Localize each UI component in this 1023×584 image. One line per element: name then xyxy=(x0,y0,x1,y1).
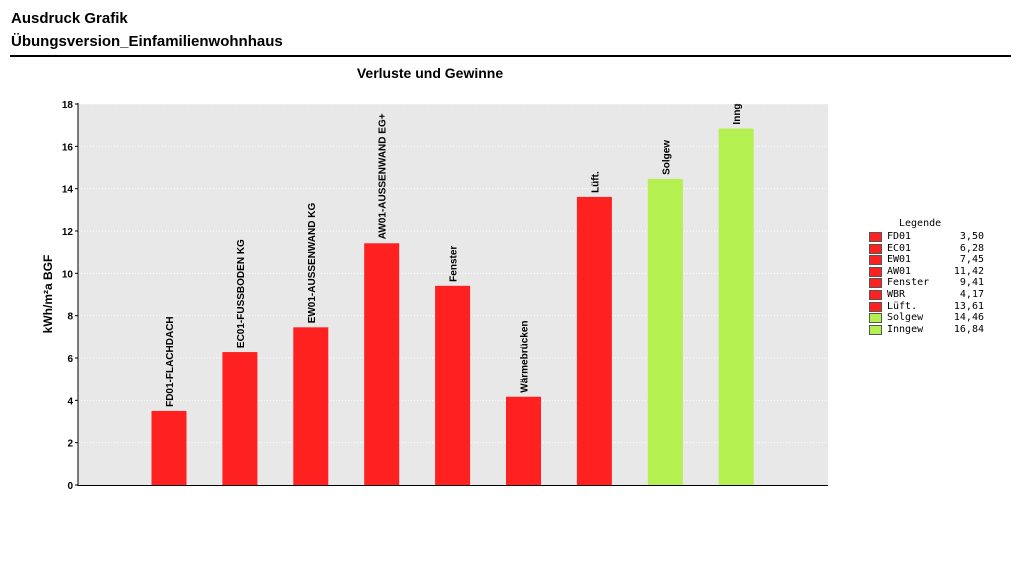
bar-9 xyxy=(718,128,754,485)
bar-7 xyxy=(576,196,612,485)
legend-item-name: Fenster xyxy=(887,277,930,289)
bars: FD01-FLACHDACH EC01-FUSSBODEN KG EW01-AUSS… xyxy=(151,90,754,485)
bar-label: Solgew xyxy=(661,140,672,175)
legend-swatch xyxy=(869,232,882,242)
legend-item-name: Lüft. xyxy=(887,300,918,312)
legend-item: AW01 11,42 xyxy=(866,266,996,278)
legend-item-value: 9,41 xyxy=(959,277,984,289)
legend-item-name: AW01 xyxy=(887,265,912,277)
bar-6 xyxy=(506,396,541,485)
y-tick-label: 12 xyxy=(62,227,74,238)
legend-item: WBR 4,17 xyxy=(866,289,996,301)
legend-item: Inngew 16,84 xyxy=(866,324,996,336)
legend-item-value: 11,42 xyxy=(953,265,984,277)
bar-label: AW01-AUSSENWAND EG+ xyxy=(378,113,389,239)
legend-item-name: Inngew xyxy=(887,323,924,335)
bar-label: Inngew xyxy=(732,90,743,125)
legend-swatch xyxy=(869,301,882,312)
legend-swatch xyxy=(869,266,882,277)
legend-item-name: EC01 xyxy=(887,242,912,254)
y-tick-label: 18 xyxy=(62,100,74,111)
y-axis-ticks: 0 2 4 6 8 10 12 14 16 18 xyxy=(62,100,78,492)
y-tick-label: 8 xyxy=(67,312,73,323)
legend-item: FD01 3,50 xyxy=(866,231,996,243)
legend-item: Fenster 9,41 xyxy=(866,277,996,289)
bar-label: FD01-FLACHDACH xyxy=(165,316,176,407)
legend-swatch xyxy=(869,313,882,324)
bar-label: EW01-AUSSENWAND KG xyxy=(307,203,318,324)
legend-swatch xyxy=(869,255,882,266)
y-tick-label: 10 xyxy=(62,269,74,280)
bar-4 xyxy=(364,243,400,485)
legend-title: Legende xyxy=(899,218,942,229)
y-tick-label: 2 xyxy=(67,439,73,450)
legend-swatch xyxy=(869,278,882,289)
report-title: Ausdruck Grafik xyxy=(11,10,128,27)
legend-swatch xyxy=(869,243,882,254)
legend-item-value: 13,61 xyxy=(953,300,984,312)
legend-item-value: 6,28 xyxy=(959,242,984,254)
legend-swatch xyxy=(869,289,882,300)
bar-label: Fenster xyxy=(449,246,460,282)
legend-swatch xyxy=(869,324,882,335)
bar-label: Wärmebrücken xyxy=(520,320,531,392)
legend-item-value: 4,17 xyxy=(959,288,984,300)
y-tick-label: 6 xyxy=(67,354,73,365)
bar-8 xyxy=(647,178,683,485)
bar-3 xyxy=(293,327,329,485)
legend: Legende FD01 3,50 EC01 6,28 EW01 7,45 AW01 11,4… xyxy=(866,217,996,335)
legend-item-value: 7,45 xyxy=(959,254,984,266)
header-divider xyxy=(10,55,1011,57)
y-tick-label: 4 xyxy=(67,396,73,407)
legend-item: Lüft. 13,61 xyxy=(866,301,996,313)
legend-item-value: 3,50 xyxy=(959,231,984,242)
legend-item-value: 14,46 xyxy=(953,312,984,324)
bar-5 xyxy=(435,285,471,485)
legend-item: EW01 7,45 xyxy=(866,254,996,266)
y-tick-label: 14 xyxy=(62,185,74,196)
legend-item: EC01 6,28 xyxy=(866,243,996,255)
legend-item-name: FD01 xyxy=(887,231,912,242)
project-name: Übungsversion_Einfamilienwohnhaus xyxy=(11,33,283,50)
bar-label: Lüft. xyxy=(590,171,601,193)
chart-title: Verluste und Gewinne xyxy=(357,65,503,81)
legend-item: Solgew 14,46 xyxy=(866,312,996,324)
y-axis-label: kWh/m²a BGF xyxy=(41,255,55,334)
y-tick-label: 0 xyxy=(67,481,73,492)
bar-2 xyxy=(222,352,258,485)
legend-item-name: EW01 xyxy=(887,254,912,266)
bar-1 xyxy=(151,410,187,485)
bar-label: EC01-FUSSBODEN KG xyxy=(236,239,247,348)
y-tick-label: 16 xyxy=(62,142,74,153)
legend-item-value: 16,84 xyxy=(953,323,984,335)
legend-item-name: WBR xyxy=(887,288,906,300)
legend-item-name: Solgew xyxy=(887,312,924,324)
